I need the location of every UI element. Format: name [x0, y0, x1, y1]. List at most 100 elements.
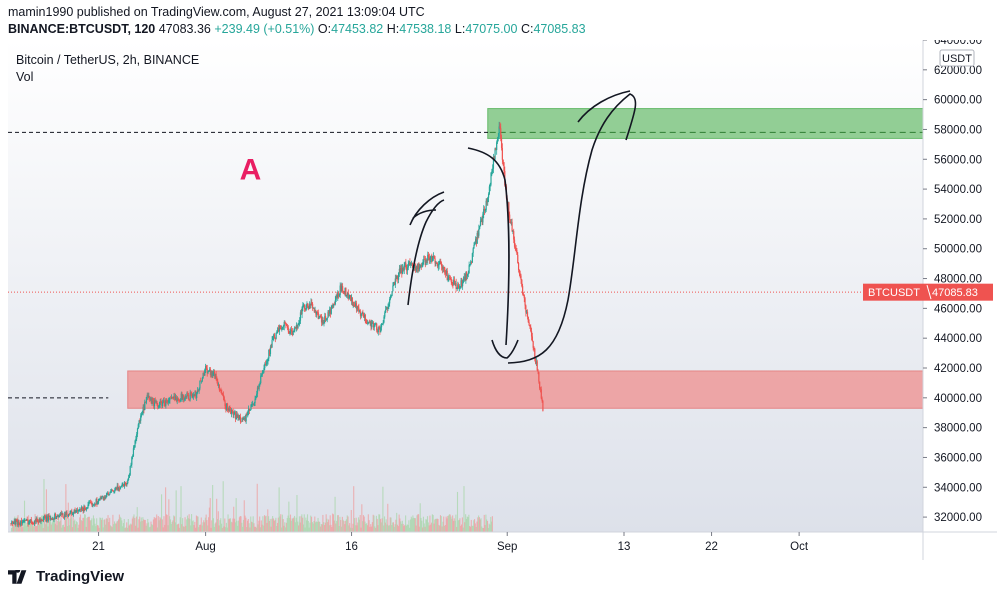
- volume-bar: [306, 514, 309, 532]
- candle-body: [281, 328, 283, 330]
- candle-body: [434, 258, 436, 264]
- volume-bar: [306, 520, 308, 532]
- candle-body: [344, 287, 346, 294]
- candle-body: [194, 391, 196, 397]
- candle-body: [500, 138, 503, 148]
- candle-body: [475, 238, 477, 243]
- candle-body: [273, 334, 275, 339]
- candle-body: [496, 142, 498, 150]
- candle-body: [361, 313, 363, 315]
- candle-body: [468, 265, 470, 274]
- candle-body: [459, 286, 461, 288]
- volume-bar: [488, 523, 490, 532]
- volume-bar: [433, 523, 435, 532]
- candle-body: [234, 412, 236, 415]
- volume-bar: [292, 518, 294, 532]
- candle-body: [438, 263, 440, 266]
- volume-bar: [139, 521, 142, 532]
- candle-body: [423, 259, 426, 261]
- candle-body: [301, 307, 303, 315]
- volume-bar: [436, 518, 438, 532]
- volume-bar: [129, 524, 131, 532]
- candle-body: [494, 148, 496, 160]
- candle-body: [398, 268, 400, 273]
- volume-bar: [302, 517, 304, 532]
- candle-body: [26, 519, 28, 521]
- volume-bar: [295, 517, 297, 532]
- candle-body: [167, 401, 169, 403]
- candle-body: [363, 315, 365, 318]
- candle-body: [76, 509, 79, 512]
- close-value: 47085.83: [533, 22, 586, 36]
- volume-bar: [417, 514, 419, 532]
- candle-body: [362, 313, 364, 316]
- volume-bar: [186, 519, 188, 532]
- candle-body: [97, 502, 99, 504]
- candle-body: [253, 402, 255, 406]
- volume-bar: [352, 523, 354, 532]
- candle-body: [202, 372, 204, 378]
- volume-bar: [198, 527, 200, 532]
- x-tick-label: 13: [618, 541, 631, 553]
- volume-bar: [215, 522, 217, 532]
- candle-body: [426, 259, 428, 261]
- volume-bar: [387, 503, 389, 532]
- volume-bar: [400, 521, 402, 532]
- candle-body: [484, 210, 486, 211]
- candle-body: [304, 308, 306, 310]
- candle-body: [176, 398, 178, 402]
- volume-bar: [80, 519, 82, 532]
- pane-title: Bitcoin / TetherUS, 2h, BINANCE: [16, 53, 199, 67]
- candle-body: [42, 517, 45, 521]
- candle-body: [372, 322, 374, 324]
- volume-bar: [258, 520, 260, 532]
- volume-bar: [47, 526, 49, 532]
- candle-body: [359, 311, 361, 313]
- candle-body: [198, 388, 200, 392]
- volume-bar: [358, 517, 360, 532]
- candle-body: [325, 316, 327, 321]
- candle-body: [318, 316, 320, 320]
- y-tick-label: 60000.00: [934, 95, 982, 107]
- volume-bar: [79, 514, 82, 532]
- volume-bar: [318, 521, 320, 532]
- volume-bar: [450, 516, 452, 532]
- price-chart[interactable]: 32000.00 34000.00 36000.00 38000.00 40000.00…: [0, 35, 997, 560]
- candle-body: [56, 515, 58, 517]
- candle-body: [496, 138, 499, 143]
- candle-body: [296, 325, 298, 328]
- candle-body: [58, 516, 60, 518]
- candle-body: [390, 295, 392, 297]
- candle-body: [446, 270, 448, 281]
- candle-body: [127, 480, 129, 484]
- volume-bar: [491, 521, 493, 532]
- volume-bar: [452, 515, 454, 532]
- candle-body: [487, 193, 490, 198]
- candle-body: [498, 126, 500, 137]
- candle-body: [249, 409, 251, 411]
- tradingview-logo[interactable]: TradingView: [8, 568, 124, 585]
- x-tick-label: 21: [92, 541, 105, 553]
- candle-body: [423, 259, 425, 263]
- candle-body: [481, 218, 483, 223]
- volume-bar: [226, 527, 228, 532]
- drawn-recovery-arrow: [507, 90, 637, 364]
- candle-body: [422, 262, 424, 266]
- volume-bar: [135, 516, 137, 532]
- candle-body: [369, 321, 371, 323]
- candle-body: [285, 323, 287, 326]
- candle-body: [182, 394, 184, 400]
- volume-bar: [442, 521, 444, 532]
- currency-badge[interactable]: USDT: [939, 49, 975, 67]
- candle-body: [147, 394, 149, 398]
- volume-bar: [183, 526, 185, 532]
- candle-body: [119, 488, 121, 490]
- candle-body: [214, 373, 216, 377]
- chart-frame[interactable]: 32000.00 34000.00 36000.00 38000.00 40000.00…: [0, 35, 997, 560]
- candle-body: [355, 303, 358, 310]
- candle-body: [410, 263, 412, 266]
- candle-body: [440, 261, 442, 264]
- candle-body: [128, 474, 130, 478]
- volume-bar: [107, 515, 109, 532]
- volume-bar: [466, 516, 468, 532]
